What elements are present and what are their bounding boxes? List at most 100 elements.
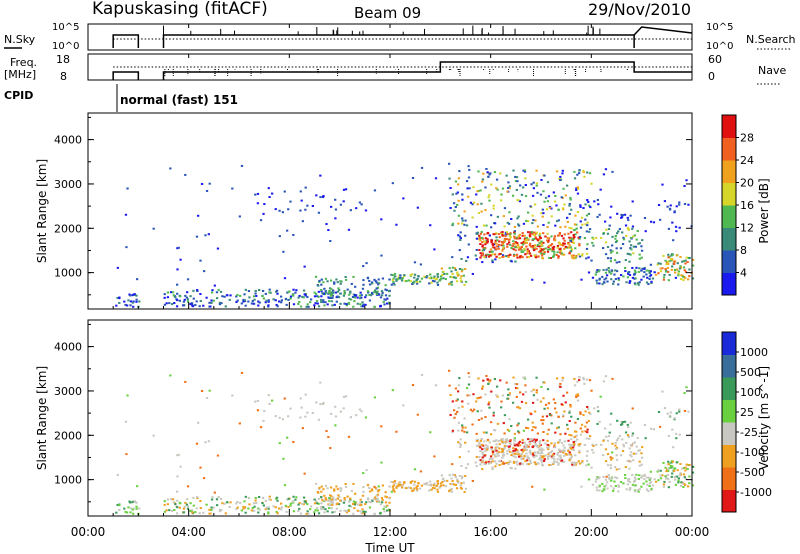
- power-cell: [323, 287, 326, 290]
- power-cell: [326, 280, 329, 283]
- power-cell: [507, 181, 510, 184]
- power-cell: [603, 281, 606, 284]
- power-cell: [634, 245, 638, 248]
- power-cell: [294, 291, 297, 294]
- velocity-cell: [546, 455, 550, 458]
- velocity-cell: [359, 498, 362, 501]
- velocity-cell: [326, 510, 329, 513]
- velocity-cell: [333, 489, 336, 492]
- power-cell: [613, 273, 616, 276]
- power-cell: [542, 241, 545, 244]
- power-cell: [332, 291, 335, 294]
- power-cell: [587, 256, 590, 259]
- velocity-cell: [574, 440, 577, 443]
- power-cell: [287, 298, 290, 301]
- velocity-cell: [132, 512, 135, 515]
- power-cell: [480, 230, 483, 233]
- velocity-cell: [555, 377, 559, 380]
- power-cell: [317, 305, 321, 308]
- power-cell: [556, 234, 560, 237]
- beam-label: Beam 09: [354, 4, 421, 22]
- power-cell: [479, 243, 482, 246]
- velocity-cell: [652, 428, 656, 431]
- power-cell: [572, 254, 575, 257]
- power-cell: [626, 216, 629, 219]
- power-cell: [316, 302, 319, 305]
- velocity-cell: [448, 474, 451, 477]
- velocity-cell: [682, 473, 686, 476]
- power-cell: [459, 279, 463, 282]
- velocity-cell: [467, 450, 470, 453]
- power-cell: [581, 223, 584, 226]
- power-cell: [629, 247, 632, 250]
- velocity-cell: [481, 387, 484, 390]
- power-cell: [486, 238, 489, 241]
- velocity-cell: [608, 431, 611, 434]
- velocity-cell: [538, 449, 541, 452]
- velocity-cell: [560, 403, 563, 406]
- velocity-cell: [531, 485, 534, 488]
- power-cell: [442, 270, 445, 273]
- power-cell: [283, 277, 287, 280]
- velocity-cell: [229, 501, 232, 504]
- power-cell: [353, 296, 357, 299]
- power-cell: [501, 249, 504, 252]
- velocity-cell: [573, 464, 576, 467]
- velocity-cell: [460, 464, 463, 467]
- power-cell: [683, 202, 687, 205]
- power-cell: [448, 282, 451, 285]
- power-cell: [236, 294, 239, 297]
- power-colorbar-cell: [722, 160, 736, 183]
- velocity-cell: [375, 494, 378, 497]
- velocity-cell: [570, 415, 573, 418]
- power-echo-cells: [115, 162, 695, 308]
- velocity-cell: [568, 433, 571, 436]
- velocity-cell: [535, 376, 538, 379]
- power-cell: [328, 287, 332, 290]
- power-cell: [563, 247, 566, 250]
- velocity-cell: [329, 486, 333, 489]
- velocity-cell: [569, 443, 573, 446]
- power-cell: [285, 303, 288, 306]
- velocity-cell: [383, 505, 386, 508]
- power-cell: [538, 238, 541, 241]
- power-cell: [226, 294, 229, 297]
- power-cell: [133, 293, 136, 296]
- freq-tick-top: 18: [56, 53, 70, 66]
- velocity-cell: [661, 390, 664, 393]
- velocity-cell: [611, 451, 614, 454]
- velocity-colorbar-tick-label: -100: [740, 446, 765, 459]
- power-cell: [529, 245, 533, 248]
- power-cell: [604, 241, 608, 244]
- power-cell: [490, 239, 494, 242]
- power-cell: [649, 220, 653, 223]
- velocity-cell: [666, 473, 670, 476]
- power-cell: [605, 228, 608, 231]
- power-cell: [606, 257, 610, 260]
- velocity-cell: [495, 452, 499, 455]
- power-cell: [540, 242, 543, 245]
- power-cell: [612, 280, 615, 283]
- power-cell: [490, 226, 493, 229]
- velocity-cell: [378, 489, 381, 492]
- velocity-cell: [683, 476, 686, 479]
- velocity-cell: [532, 388, 535, 391]
- velocity-cell: [569, 403, 572, 406]
- power-cell: [519, 247, 522, 250]
- power-cell: [539, 249, 542, 252]
- velocity-cell: [628, 460, 631, 463]
- velocity-cell: [541, 422, 544, 425]
- power-cell: [365, 262, 368, 265]
- velocity-cell: [501, 440, 504, 443]
- power-cell: [481, 180, 484, 183]
- power-cell: [115, 304, 118, 307]
- velocity-cell: [606, 439, 610, 442]
- velocity-cell: [599, 395, 602, 398]
- velocity-cell: [513, 439, 516, 442]
- power-cell: [691, 258, 695, 261]
- xtick-label: 08:00: [272, 525, 307, 539]
- velocity-cell: [411, 384, 415, 387]
- velocity-cell: [451, 400, 454, 403]
- velocity-cell: [247, 507, 250, 510]
- power-cell: [224, 305, 227, 308]
